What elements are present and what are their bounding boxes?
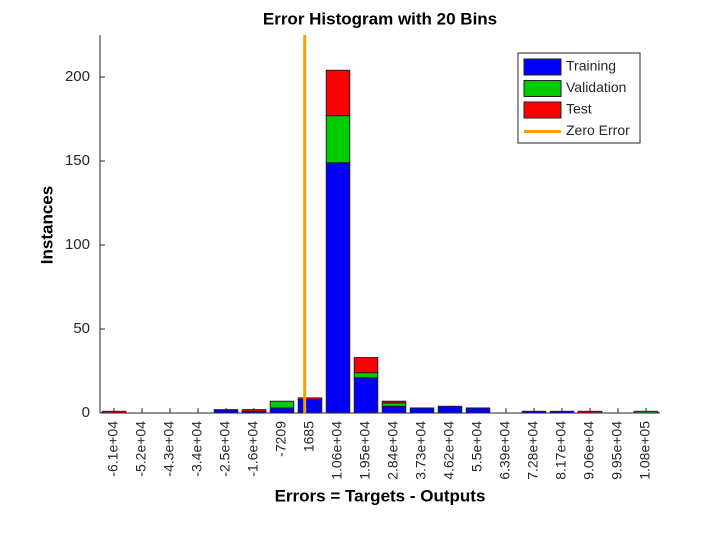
x-tick-label: -6.1e+04 [105,421,121,477]
x-tick-label: -3.4e+04 [189,421,205,477]
bar-segment [297,399,323,414]
bar-segment [269,400,295,409]
bar-segment [381,402,407,407]
bar-segment [381,405,407,414]
bar-segment [325,115,351,164]
x-tick-label: -1.6e+04 [245,421,261,477]
y-tick-label: 50 [73,320,90,337]
x-tick-label: -2.5e+04 [217,421,233,477]
legend: Training Validation Test Zero Error [517,52,641,144]
x-tick-label: 9.95e+04 [609,421,625,480]
legend-label: Zero Error [566,122,630,138]
legend-swatch [523,80,562,97]
bar-segment [325,69,351,117]
x-tick-label: 2.84e+04 [385,421,401,480]
bar-segment [409,407,435,414]
x-tick-label: 1.95e+04 [357,421,373,480]
bar-segment [381,400,407,404]
legend-swatch [523,101,562,119]
x-tick-label: 3.73e+04 [413,421,429,480]
legend-label: Training [566,58,616,74]
bar-segment [269,407,295,414]
bar-segment [353,357,379,374]
x-tick-label: 1685 [301,421,317,452]
x-tick-label: 7.28e+04 [525,421,541,480]
x-tick-label: 4.62e+04 [441,421,457,480]
bar-segment [437,405,463,414]
legend-swatch [523,58,562,76]
bar-segment [353,377,379,414]
bar-segment [325,162,351,414]
x-tick-label: -7209 [273,421,289,457]
bar-segment [241,409,267,412]
y-tick-label: 0 [82,404,90,421]
bar-segment [213,409,239,414]
bar-segment [297,397,323,401]
x-tick-label: 1.08e+05 [637,421,653,480]
bar-segment [465,407,491,414]
legend-label: Test [566,101,592,117]
chart-title: Error Histogram with 20 Bins [263,9,497,28]
x-tick-label: 1.06e+04 [329,421,345,480]
x-tick-label: 6.39e+04 [497,421,513,480]
y-tick-label: 100 [65,236,90,253]
legend-label: Validation [566,79,626,95]
y-axis-label: Instances [37,186,56,264]
x-tick-label: 8.17e+04 [553,421,569,480]
y-tick-label: 150 [65,152,90,169]
x-tick-label: -5.2e+04 [133,421,149,477]
x-axis-label: Errors = Targets - Outputs [275,486,486,505]
bar-segment [353,372,379,379]
x-tick-label: -4.3e+04 [161,421,177,477]
x-tick-label: 9.06e+04 [581,421,597,480]
x-tick-label: 5.5e+04 [469,421,485,472]
y-tick-label: 200 [65,68,90,85]
